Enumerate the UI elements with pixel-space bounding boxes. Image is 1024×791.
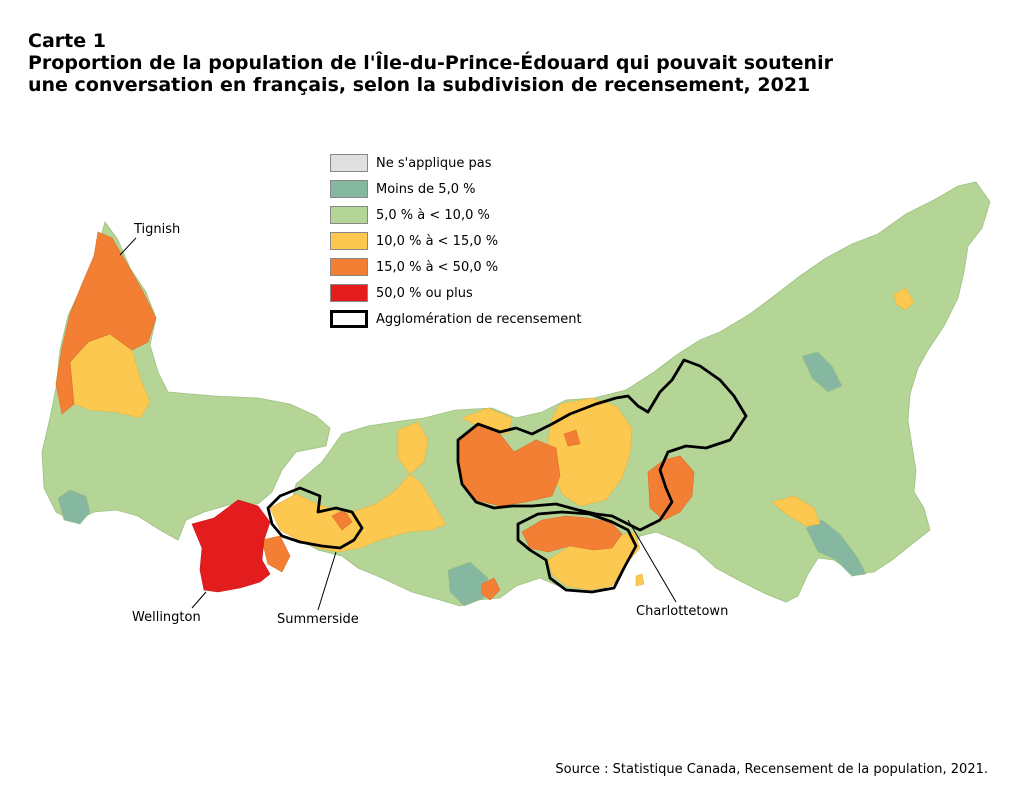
place-label-tignish: Tignish — [134, 222, 181, 237]
map-title: Carte 1 Proportion de la population de l… — [28, 30, 1008, 96]
title-line-2: Proportion de la population de l'Île-du-… — [28, 52, 833, 74]
outline-charlottetown-south — [516, 510, 638, 594]
legend-label: 10,0 % à < 15,0 % — [376, 233, 499, 249]
legend-item-50plus: 50,0 % ou plus — [330, 283, 473, 303]
place-leader-lines — [119, 237, 677, 611]
legend-swatch-boundary — [330, 310, 368, 328]
legend-swatch — [330, 258, 368, 276]
legend-item-lt5: Moins de 5,0 % — [330, 179, 475, 199]
legend-item-boundary: Agglomération de recensement — [330, 309, 582, 329]
class-lt5 — [57, 351, 867, 607]
legend-swatch — [330, 284, 368, 302]
census-agglomeration-outlines — [266, 358, 748, 594]
place-label-summerside: Summerside — [277, 612, 359, 627]
legend-item-5-10: 5,0 % à < 10,0 % — [330, 205, 490, 225]
source-note: Source : Statistique Canada, Recensement… — [555, 762, 988, 777]
place-label-wellington: Wellington — [132, 610, 201, 625]
class-50plus — [191, 499, 271, 593]
place-label-charlottetown: Charlottetown — [636, 604, 729, 619]
legend-item-na: Ne s'applique pas — [330, 153, 492, 173]
island-base — [41, 181, 991, 607]
legend-item-15-50: 15,0 % à < 50,0 % — [330, 257, 498, 277]
legend-label: 15,0 % à < 50,0 % — [376, 259, 499, 275]
legend-swatch — [330, 154, 368, 172]
outline-charlottetown-north — [456, 358, 748, 532]
class-15-50 — [55, 231, 695, 601]
legend-swatch — [330, 180, 368, 198]
outline-summerside — [266, 486, 364, 550]
legend-label: Agglomération de recensement — [376, 311, 582, 327]
legend-item-10-15: 10,0 % à < 15,0 % — [330, 231, 498, 251]
region-central-east — [287, 181, 991, 607]
legend-label: 5,0 % à < 10,0 % — [376, 207, 490, 223]
title-line-3: une conversation en français, selon la s… — [28, 74, 811, 96]
legend-swatch — [330, 232, 368, 250]
legend-label: Ne s'applique pas — [376, 155, 492, 171]
title-line-1: Carte 1 — [28, 30, 106, 52]
legend-swatch — [330, 206, 368, 224]
legend-label: Moins de 5,0 % — [376, 181, 476, 197]
legend-label: 50,0 % ou plus — [376, 285, 473, 301]
